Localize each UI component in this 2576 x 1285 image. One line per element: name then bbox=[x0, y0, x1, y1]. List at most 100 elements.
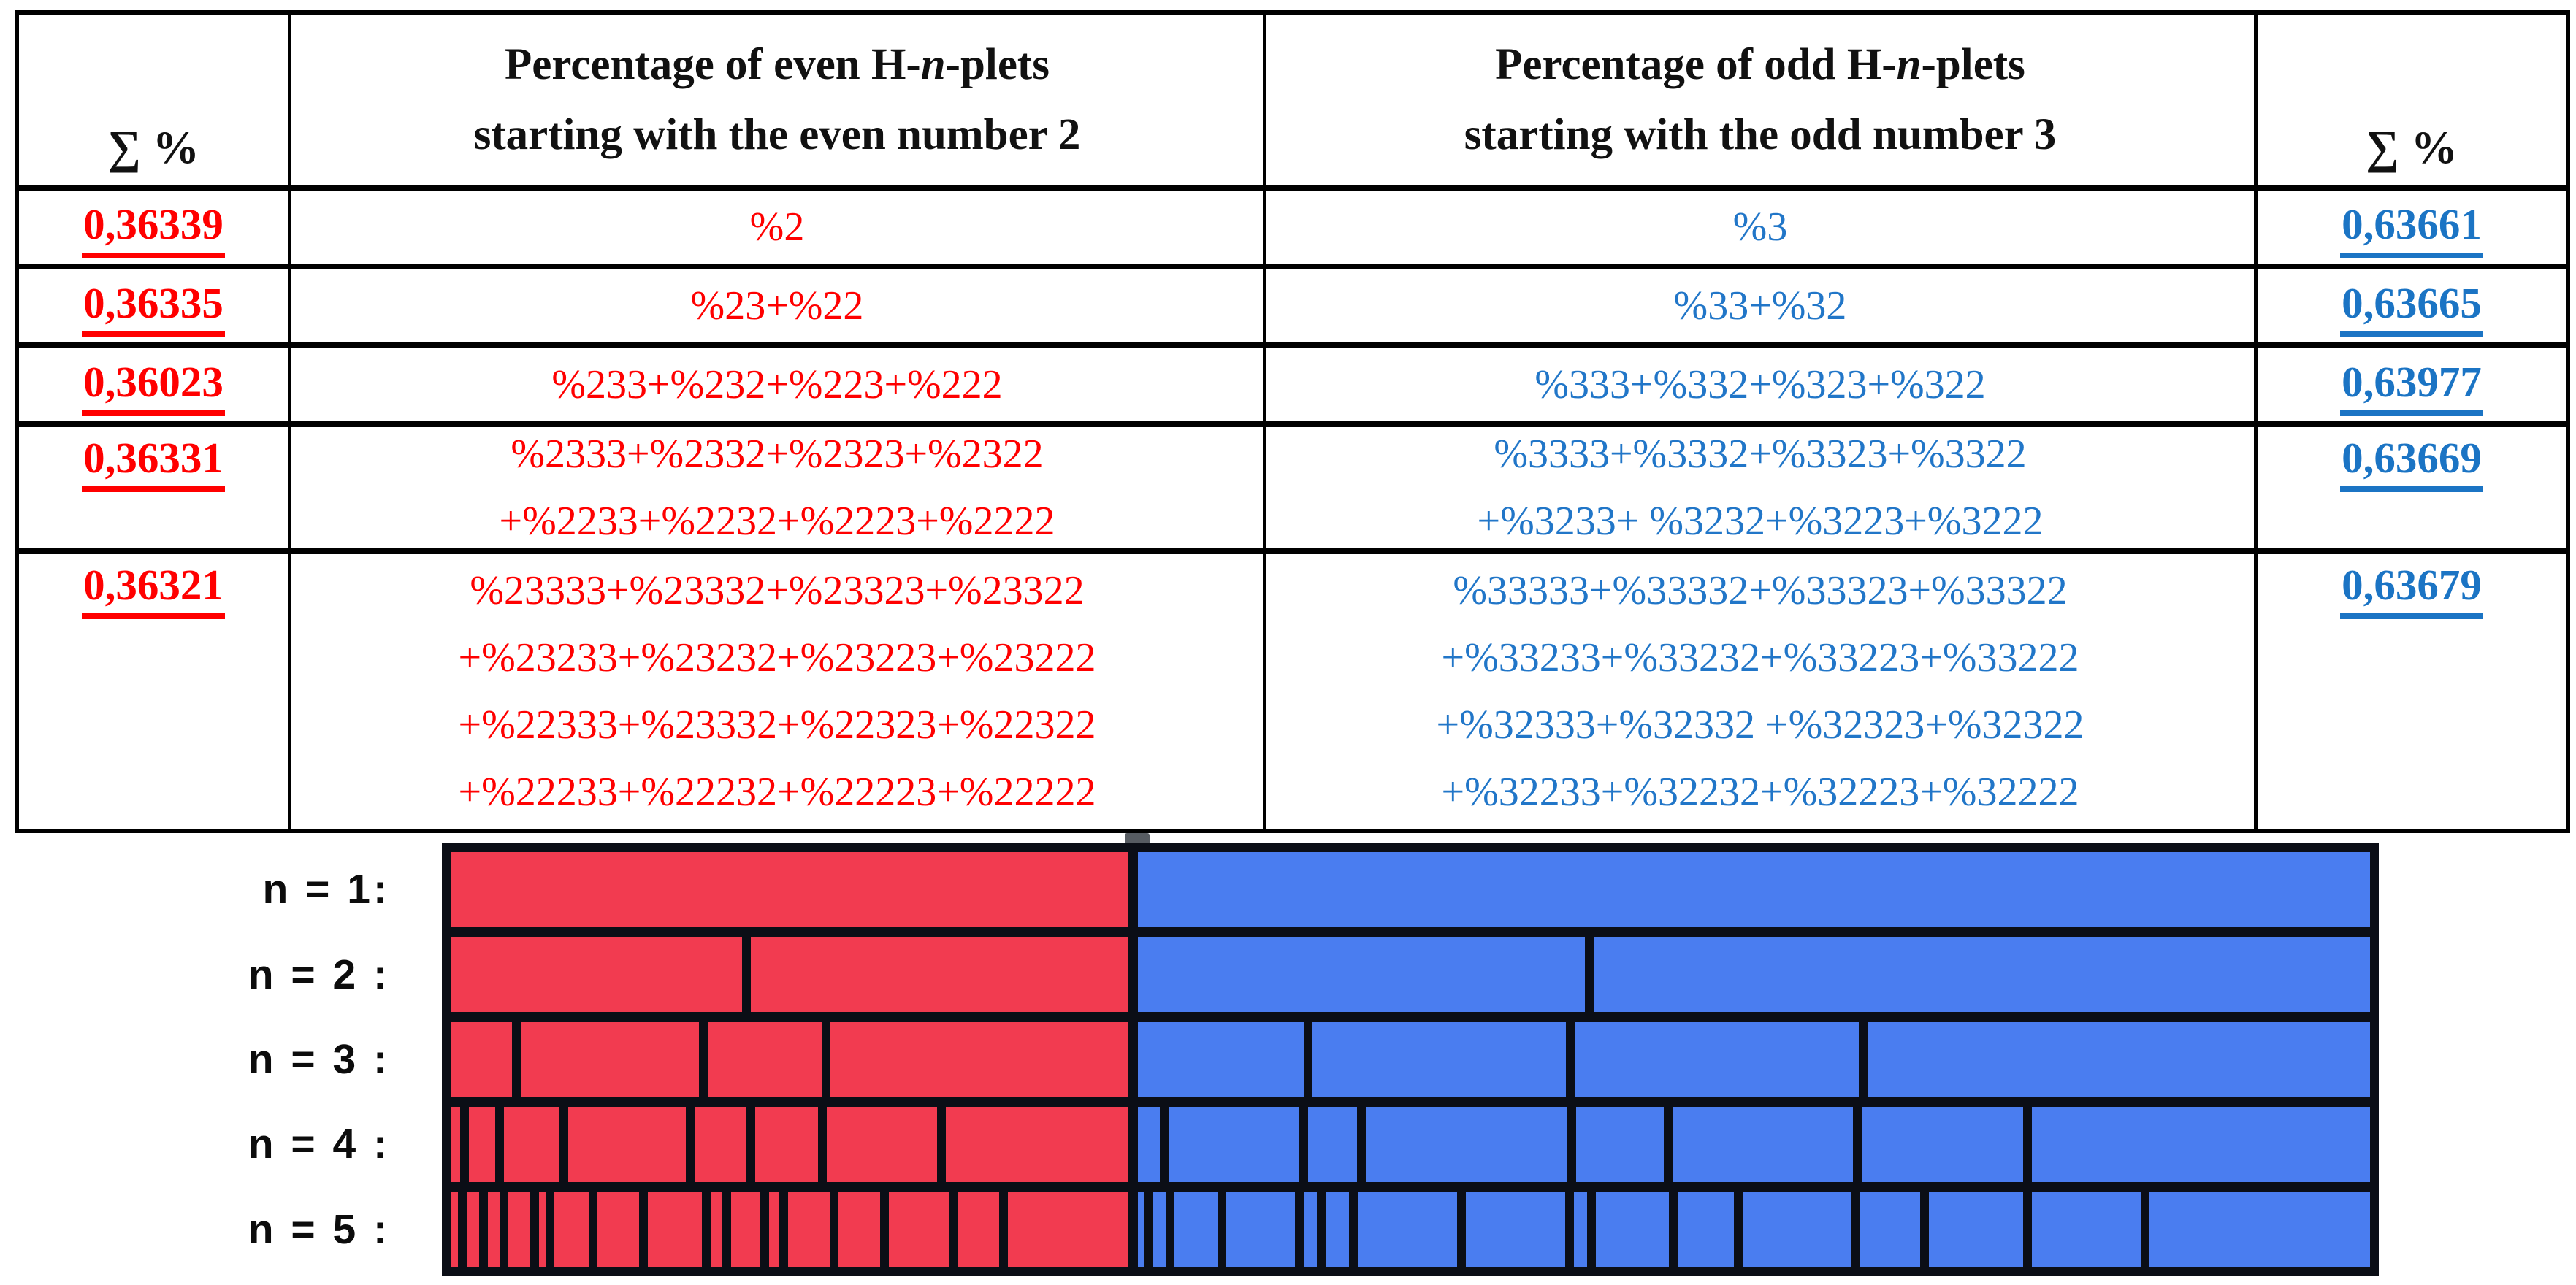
odd-plet-segment bbox=[1174, 1192, 1218, 1267]
print-artifact-mark bbox=[1125, 833, 1150, 845]
odd-plet-segment bbox=[1576, 1107, 1665, 1182]
even-plet-segment bbox=[830, 1021, 1128, 1097]
table-row-2-sum-right: 0,63665 bbox=[2258, 269, 2566, 342]
odd-plet-segment bbox=[1859, 1192, 1920, 1267]
odd-plet-segment bbox=[1595, 1192, 1670, 1267]
odd-plet-segment bbox=[1593, 937, 2370, 1012]
even-plet-segment bbox=[554, 1192, 589, 1267]
odd-plet-segment bbox=[1678, 1192, 1735, 1267]
table-row-4-sum-left: 0,36331 bbox=[19, 427, 288, 548]
odd-plet-segment bbox=[1137, 937, 1585, 1012]
even-segments-group bbox=[451, 937, 1128, 1012]
even-header-line1: Percentage of even H-n-plets bbox=[505, 39, 1050, 89]
table-row-3-odd: %333+%332+%323+%322 bbox=[1266, 348, 2254, 421]
table-row-4-sum-right: 0,63669 bbox=[2258, 427, 2566, 548]
odd-segments-group bbox=[1137, 937, 2370, 1012]
odd-segments-group bbox=[1137, 1021, 2370, 1097]
table-row-3-sum-right: 0,63977 bbox=[2258, 348, 2566, 421]
odd-plet-segment bbox=[1365, 1107, 1568, 1182]
row-label-n1: n = 1: bbox=[262, 866, 390, 913]
even-plet-segment bbox=[755, 1107, 819, 1182]
mosaic-row-n2 bbox=[451, 937, 2370, 1012]
odd-plet-segment bbox=[1312, 1021, 1567, 1097]
table-row-1-even: %2 bbox=[291, 191, 1263, 264]
mosaic-row-labels: n = 1: n = 2 : n = 3 : n = 4 : n = 5 : bbox=[0, 843, 432, 1276]
italic-n: n bbox=[920, 39, 946, 89]
even-plet-segment bbox=[707, 1021, 822, 1097]
even-plet-segment bbox=[467, 1192, 479, 1267]
table-row-5-sum-right: 0,63679 bbox=[2258, 554, 2566, 829]
even-plet-segment bbox=[647, 1192, 702, 1267]
even-plet-segment bbox=[504, 1107, 560, 1182]
even-plet-segment bbox=[946, 1107, 1128, 1182]
odd-plet-segment bbox=[1861, 1107, 2024, 1182]
table-row-1-sum-right: 0,63661 bbox=[2258, 191, 2566, 264]
even-plet-segment bbox=[750, 937, 1128, 1012]
even-segments-group bbox=[451, 1021, 1128, 1097]
even-plet-segment bbox=[451, 1107, 461, 1182]
italic-n: n bbox=[1896, 39, 1922, 89]
even-plet-segment bbox=[508, 1192, 530, 1267]
even-plet-segment bbox=[520, 1021, 699, 1097]
even-segments-group bbox=[451, 852, 1128, 927]
odd-plet-segment bbox=[1358, 1192, 1458, 1267]
even-plet-segment bbox=[451, 852, 1128, 927]
even-plet-segment bbox=[787, 1192, 830, 1267]
header-sum-right-cell: ∑ % bbox=[2258, 15, 2566, 185]
even-plet-segment bbox=[451, 1021, 512, 1097]
even-plet-segment bbox=[597, 1192, 639, 1267]
odd-plet-segment bbox=[1152, 1192, 1166, 1267]
odd-plet-segment bbox=[1304, 1192, 1317, 1267]
odd-plet-segment bbox=[2149, 1192, 2370, 1267]
table-row-2-odd: %33+%32 bbox=[1266, 269, 2254, 342]
odd-plet-segment bbox=[1226, 1192, 1296, 1267]
sum-percent-header-right: ∑ % bbox=[2366, 121, 2458, 173]
odd-plet-segment bbox=[1466, 1192, 1566, 1267]
odd-plet-segment bbox=[1137, 1021, 1304, 1097]
header-sum-left-cell: ∑ % bbox=[19, 15, 288, 185]
even-plet-segment bbox=[888, 1192, 949, 1267]
row-label-n5: n = 5 : bbox=[248, 1205, 390, 1253]
sum-percent-header-left: ∑ % bbox=[107, 121, 199, 173]
odd-plet-segment bbox=[1325, 1192, 1350, 1267]
odd-plet-segment bbox=[1928, 1192, 2024, 1267]
mosaic-row-n4 bbox=[451, 1107, 2370, 1182]
odd-plet-segment bbox=[1575, 1021, 1859, 1097]
mosaic-row-n3 bbox=[451, 1021, 2370, 1097]
odd-header-line1: Percentage of odd H-n-plets bbox=[1495, 39, 2025, 89]
even-plet-segment bbox=[1008, 1192, 1128, 1267]
odd-segments-group bbox=[1137, 1107, 2370, 1182]
odd-header-line2: starting with the odd number 3 bbox=[1464, 110, 2057, 159]
table-row-3-sum-left: 0,36023 bbox=[19, 348, 288, 421]
even-plet-segment bbox=[827, 1107, 938, 1182]
header-even-cell: Percentage of even H-n-plets starting wi… bbox=[291, 15, 1263, 185]
even-plet-segment bbox=[469, 1107, 496, 1182]
odd-plet-segment bbox=[1169, 1107, 1300, 1182]
table-row-5-sum-left: 0,36321 bbox=[19, 554, 288, 829]
odd-plet-segment bbox=[1308, 1107, 1357, 1182]
even-plet-segment bbox=[487, 1192, 500, 1267]
odd-segments-group bbox=[1137, 1192, 2370, 1267]
odd-plet-segment bbox=[1137, 1107, 1161, 1182]
table-row-1-sum-left: 0,36339 bbox=[19, 191, 288, 264]
mosaic-chart bbox=[442, 843, 2379, 1276]
table-row-2-even: %23+%22 bbox=[291, 269, 1263, 342]
even-plet-segment bbox=[538, 1192, 546, 1267]
table-row-2-sum-left: 0,36335 bbox=[19, 269, 288, 342]
row-label-n2: n = 2 : bbox=[248, 951, 390, 998]
table-row-3-even: %233+%232+%223+%222 bbox=[291, 348, 1263, 421]
even-segments-group bbox=[451, 1107, 1128, 1182]
table-row-5-even: %23333+%23332+%23323+%23322 +%23233+%232… bbox=[291, 554, 1263, 829]
row-label-n4: n = 4 : bbox=[248, 1121, 390, 1168]
even-header-line2: starting with the even number 2 bbox=[473, 110, 1081, 159]
even-plet-segment bbox=[769, 1192, 779, 1267]
odd-plet-segment bbox=[2032, 1192, 2141, 1267]
even-plet-segment bbox=[731, 1192, 761, 1267]
odd-plet-segment bbox=[1673, 1107, 1853, 1182]
even-plet-segment bbox=[451, 937, 742, 1012]
table-row-1-odd: %3 bbox=[1266, 191, 2254, 264]
table-row-4-even: %2333+%2332+%2323+%2322 +%2233+%2232+%22… bbox=[291, 427, 1263, 548]
even-plet-segment bbox=[710, 1192, 723, 1267]
table-row-4-odd: %3333+%3332+%3323+%3322 +%3233+ %3232+%3… bbox=[1266, 427, 2254, 548]
even-plet-segment bbox=[958, 1192, 1000, 1267]
